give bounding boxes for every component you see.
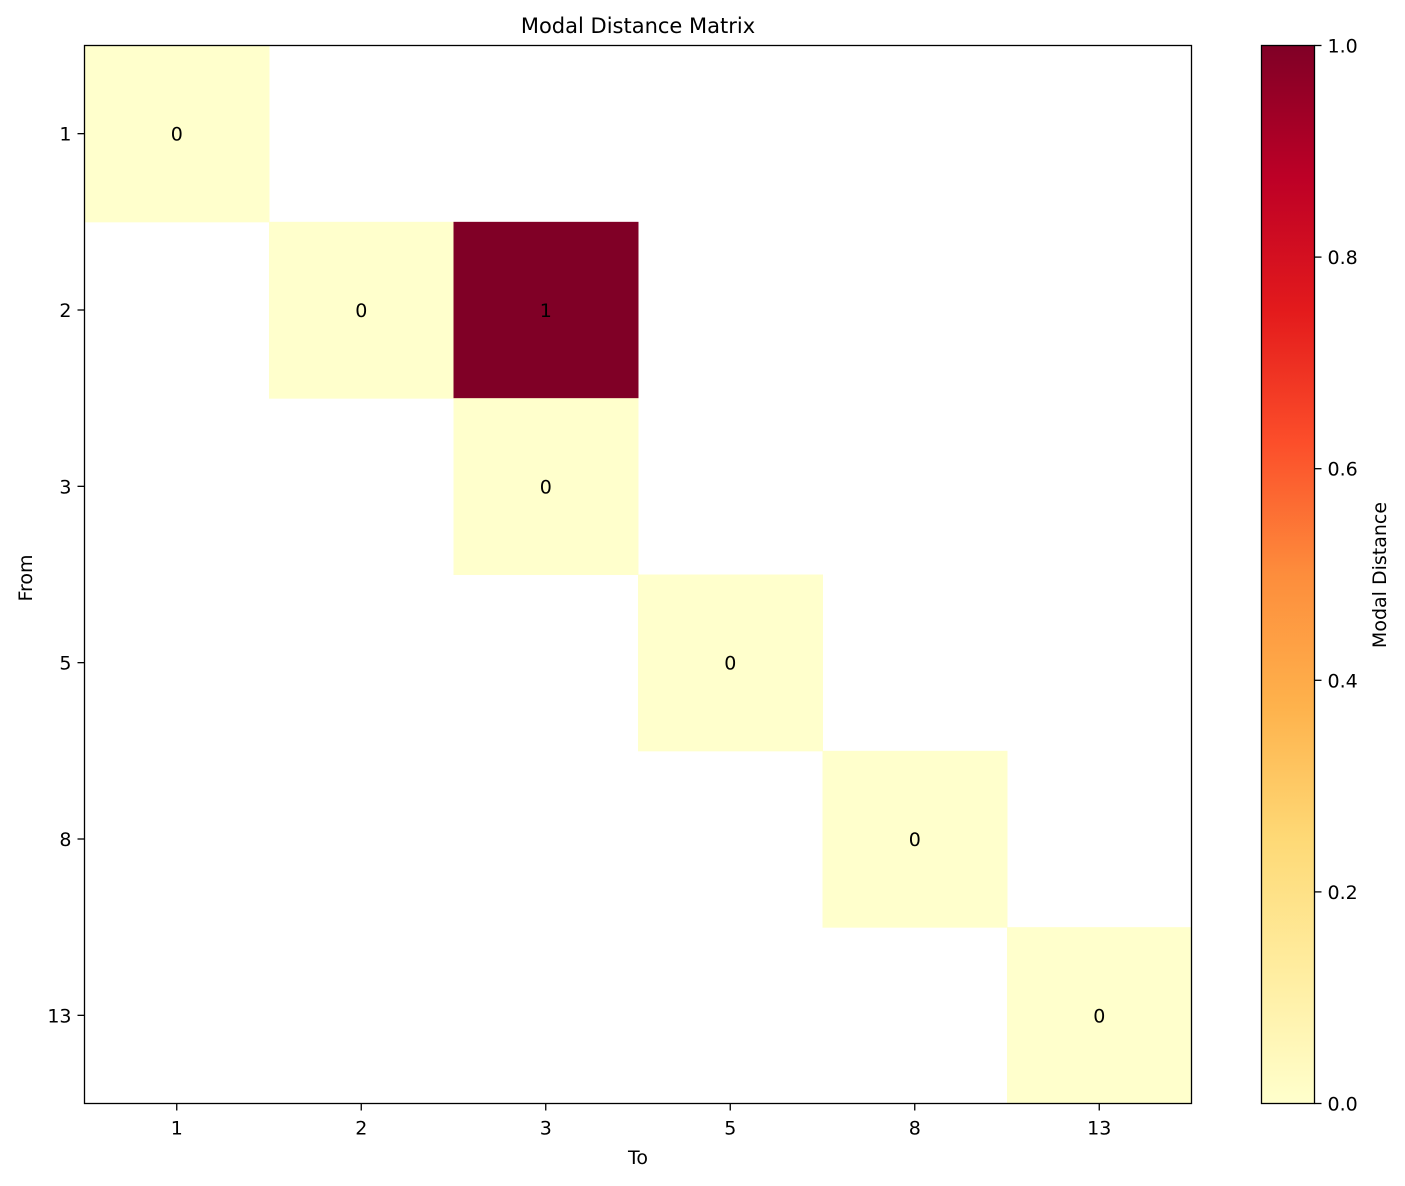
x-tick-label: 5 xyxy=(724,1118,736,1140)
heatmap-cell-label: 0 xyxy=(540,476,552,498)
colorbar-ticks: 0.0 0.2 0.4 0.6 0.8 1.0 xyxy=(1314,36,1358,1116)
y-tick-label: 1 xyxy=(59,124,71,146)
heatmap-cell xyxy=(1007,927,1192,1104)
heatmap-cells xyxy=(84,45,1192,1104)
x-axis-ticks: 1 2 3 5 8 13 xyxy=(171,1103,1111,1140)
heatmap-cell-label: 1 xyxy=(540,300,552,322)
heatmap-cell-label: 0 xyxy=(724,653,736,675)
colorbar-tick-label: 1.0 xyxy=(1328,36,1358,58)
heatmap-cell xyxy=(453,398,639,575)
heatmap-cell xyxy=(638,574,823,752)
x-tick-label: 1 xyxy=(171,1118,183,1140)
x-tick-label: 3 xyxy=(540,1118,552,1140)
heatmap-cell xyxy=(269,221,454,399)
colorbar-label: Modal Distance xyxy=(1369,502,1391,648)
heatmap-cell xyxy=(453,221,639,399)
y-tick-label: 13 xyxy=(47,1005,71,1027)
plot-frame xyxy=(83,44,1193,1105)
x-tick-label: 8 xyxy=(909,1118,921,1140)
heatmap-cell-label: 0 xyxy=(171,124,183,146)
x-axis-label: To xyxy=(627,1147,648,1169)
y-tick-label: 5 xyxy=(59,653,71,675)
y-axis-label: From xyxy=(15,554,37,601)
y-tick-label: 2 xyxy=(59,300,71,322)
chart-title: Modal Distance Matrix xyxy=(521,14,755,38)
colorbar-tick-label: 0.2 xyxy=(1328,882,1358,904)
heatmap-cell-label: 0 xyxy=(1093,1005,1105,1027)
colorbar-tick-label: 0.0 xyxy=(1328,1094,1358,1116)
heatmap-cell xyxy=(822,750,1008,928)
heatmap-cell xyxy=(84,45,270,223)
heatmap-cell-label: 0 xyxy=(355,300,367,322)
colorbar-tick-label: 0.6 xyxy=(1328,459,1358,481)
heatmap-cell-label: 0 xyxy=(909,829,921,851)
x-tick-label: 2 xyxy=(355,1118,367,1140)
colorbar xyxy=(1260,44,1316,1105)
y-tick-label: 3 xyxy=(59,476,71,498)
x-tick-label: 13 xyxy=(1087,1118,1111,1140)
colorbar-tick-label: 0.4 xyxy=(1328,670,1358,692)
y-axis-ticks: 1 2 3 5 8 13 xyxy=(47,124,85,1027)
y-tick-label: 8 xyxy=(59,829,71,851)
heatmap-cell-labels: 0 0 1 0 0 0 0 xyxy=(171,124,1106,1028)
colorbar-tick-label: 0.8 xyxy=(1328,247,1358,269)
